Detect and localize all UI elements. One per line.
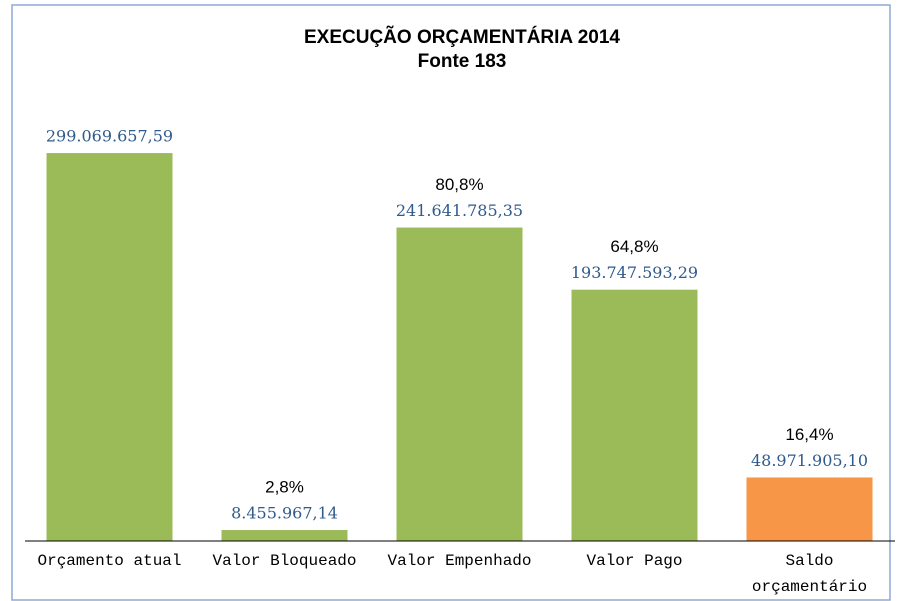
value-label: 48.971.905,10 [751, 451, 868, 470]
bar [221, 530, 348, 541]
x-tick-label: Saldo orçamentário [752, 552, 867, 596]
bar [46, 153, 173, 541]
bar [396, 227, 523, 541]
value-label: 8.455.967,14 [231, 504, 338, 523]
value-label: 193.747.593,29 [571, 263, 698, 282]
x-tick-label: Valor Empenhado [387, 552, 531, 570]
percent-label: 16,4% [785, 425, 833, 444]
chart-title: EXECUÇÃO ORÇAMENTÁRIA 2014 [304, 26, 620, 48]
bar [571, 289, 698, 541]
percent-label: 80,8% [435, 175, 483, 194]
percent-label: 2,8% [265, 478, 304, 497]
bar [746, 477, 873, 541]
percent-label: 64,8% [610, 237, 658, 256]
value-label: 241.641.785,35 [396, 201, 523, 220]
x-tick-label: Orçamento atual [37, 552, 181, 570]
chart-subtitle: Fonte 183 [418, 51, 507, 72]
x-tick-label: Valor Bloqueado [212, 552, 356, 570]
x-tick-label: Valor Pago [586, 552, 682, 570]
value-label: 299.069.657,59 [46, 127, 173, 146]
